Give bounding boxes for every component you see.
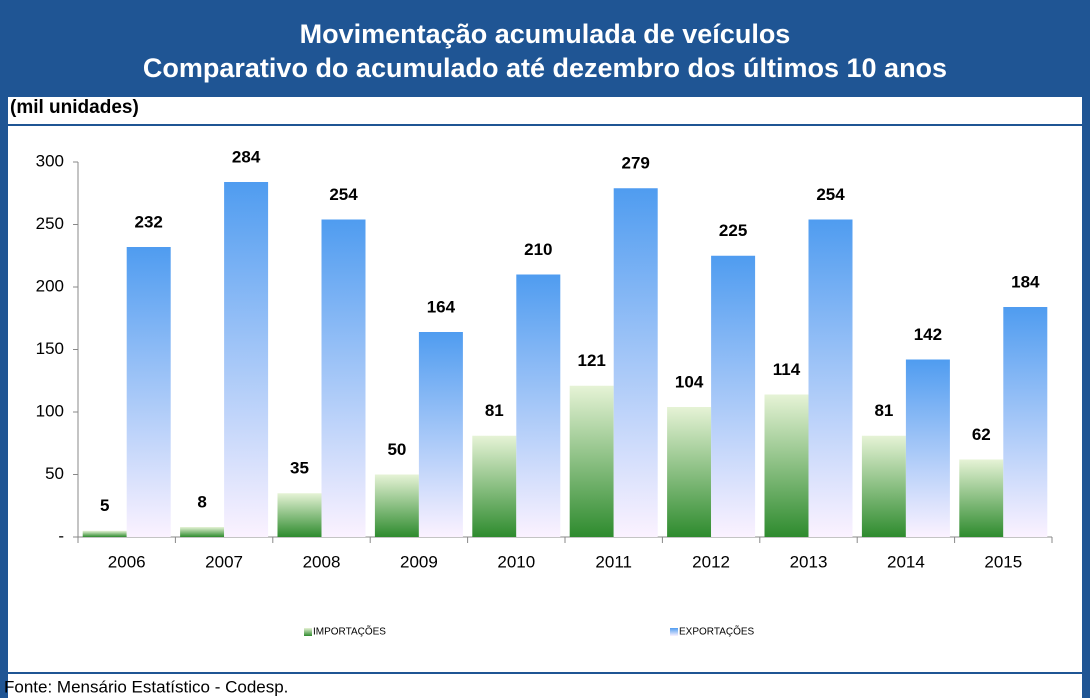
- bar: [224, 182, 269, 537]
- chart-title: Movimentação acumulada de veículos: [300, 19, 791, 49]
- legend-swatch: [670, 628, 678, 636]
- chart-subtitle: Comparativo do acumulado até dezembro do…: [143, 53, 947, 83]
- data-label: 62: [972, 425, 991, 444]
- header-band: [0, 0, 1090, 97]
- bar: [418, 332, 463, 537]
- y-unit-label: (mil unidades): [10, 97, 139, 118]
- x-tick-label: 2011: [595, 552, 632, 571]
- bar: [861, 435, 906, 537]
- y-tick-label: 250: [36, 214, 64, 233]
- data-label: 284: [232, 147, 261, 166]
- bar: [764, 394, 809, 537]
- data-label: 142: [914, 325, 942, 344]
- data-label: 232: [135, 212, 163, 231]
- bar: [126, 247, 171, 537]
- bar: [516, 274, 561, 537]
- left-border: [0, 0, 8, 698]
- y-tick-label: 300: [36, 151, 64, 170]
- x-tick-label: 2006: [108, 552, 146, 571]
- data-label: 254: [329, 185, 358, 204]
- data-label: 210: [524, 240, 552, 259]
- data-label: 254: [816, 185, 845, 204]
- data-label: 5: [100, 496, 109, 515]
- bar: [959, 459, 1004, 537]
- source-note: Fonte: Mensário Estatístico - Codesp.: [4, 677, 288, 696]
- bar: [82, 530, 127, 537]
- bar: [667, 407, 712, 537]
- x-tick-label: 2010: [497, 552, 535, 571]
- bar: [569, 385, 614, 537]
- data-label: 104: [675, 372, 704, 391]
- bar: [613, 188, 658, 537]
- data-label: 81: [485, 401, 504, 420]
- data-label: 184: [1011, 272, 1040, 291]
- bar: [180, 527, 225, 537]
- bar: [321, 219, 366, 537]
- x-tick-label: 2007: [205, 552, 243, 571]
- bar: [1003, 307, 1048, 537]
- bar: [711, 255, 756, 537]
- y-tick-label: 100: [36, 401, 64, 420]
- data-label: 121: [578, 351, 606, 370]
- x-tick-label: 2012: [692, 552, 730, 571]
- bottom-rule: [8, 672, 1082, 674]
- bar: [472, 435, 517, 537]
- y-tick-label: 150: [36, 339, 64, 358]
- data-label: 279: [622, 154, 650, 173]
- data-label: 81: [874, 401, 893, 420]
- legend-swatch: [304, 628, 312, 636]
- legend-label: EXPORTAÇÕES: [679, 625, 755, 638]
- x-tick-label: 2014: [887, 552, 925, 571]
- data-label: 164: [427, 297, 456, 316]
- bar: [808, 219, 853, 537]
- y-tick-label: 50: [45, 464, 64, 483]
- x-tick-label: 2013: [790, 552, 828, 571]
- data-label: 114: [773, 360, 801, 379]
- bar: [277, 493, 322, 537]
- bar: [905, 359, 950, 537]
- data-label: 35: [290, 459, 309, 478]
- legend-label: IMPORTAÇÕES: [313, 625, 386, 638]
- data-label: 50: [387, 440, 406, 459]
- top-rule: [8, 124, 1082, 126]
- bar: [374, 474, 419, 537]
- y-tick-label: 200: [36, 276, 64, 295]
- x-tick-label: 2015: [984, 552, 1022, 571]
- x-tick-label: 2008: [303, 552, 341, 571]
- data-label: 8: [197, 492, 206, 511]
- y-tick-label: -: [58, 526, 64, 545]
- right-border: [1082, 0, 1090, 698]
- data-label: 225: [719, 221, 747, 240]
- x-tick-label: 2009: [400, 552, 438, 571]
